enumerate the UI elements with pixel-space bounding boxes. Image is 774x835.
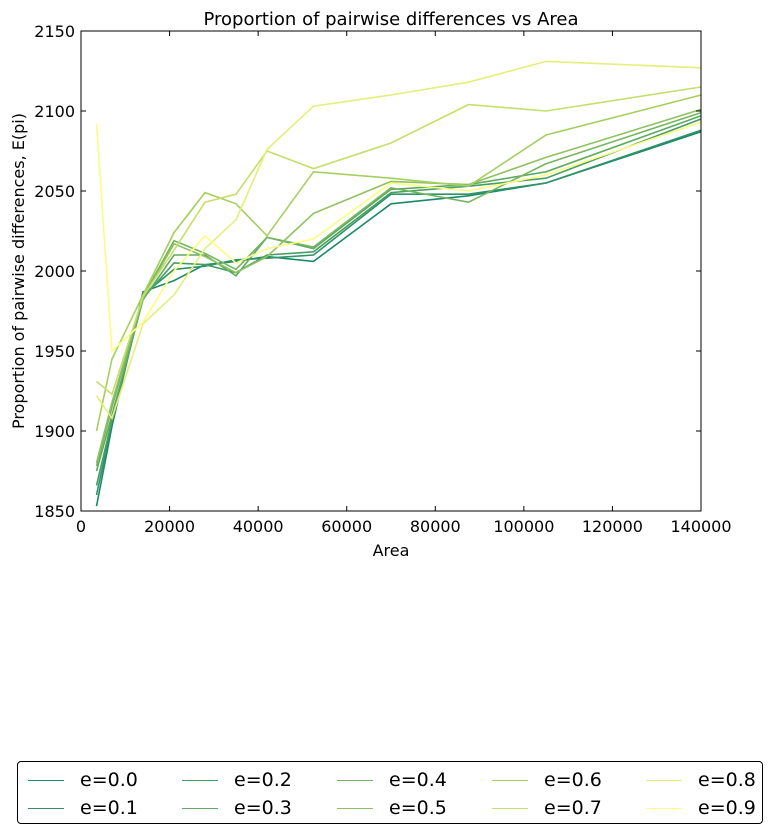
- x-tick-label-6: 120000: [582, 517, 643, 536]
- y-tick-label-4: 2050: [34, 182, 75, 201]
- legend-swatch-9: [646, 807, 682, 809]
- series-line-7: [95, 86, 702, 396]
- tick-layer: 0 20000 40000 60000 80000 100000 120000 140000 1…: [34, 22, 731, 536]
- legend-item-0: e=0.0: [28, 766, 182, 794]
- series-line-0: [95, 131, 702, 507]
- x-tick-label-3: 60000: [321, 517, 372, 536]
- legend-item-3: e=0.3: [182, 794, 337, 822]
- legend-grid: e=0.0 e=0.1 e=0.2 e=0.3 e=0.4 e=0.5 e=0.6 e=0.7…: [28, 766, 766, 822]
- x-tick-label-0: 0: [76, 517, 86, 536]
- y-tick-label-6: 2150: [34, 22, 75, 41]
- legend-item-1: e=0.1: [28, 794, 182, 822]
- legend-item-2: e=0.2: [182, 766, 337, 794]
- legend-item-9: e=0.9: [646, 794, 766, 822]
- y-tick-label-0: 1850: [34, 502, 75, 521]
- legend: e=0.0 e=0.1 e=0.2 e=0.3 e=0.4 e=0.5 e=0.6 e=0.7…: [17, 761, 763, 824]
- series-line-3: [95, 115, 702, 472]
- legend-swatch-8: [646, 779, 682, 781]
- y-axis-label: Proportion of pairwise differences, E(pi…: [9, 113, 28, 429]
- legend-swatch-5: [337, 807, 373, 809]
- legend-label-4: e=0.4: [389, 769, 447, 791]
- legend-swatch-1: [28, 807, 64, 809]
- x-tick-label-2: 40000: [233, 517, 284, 536]
- legend-label-7: e=0.7: [544, 797, 602, 819]
- y-tick-label-5: 2100: [34, 102, 75, 121]
- legend-label-0: e=0.0: [80, 769, 138, 791]
- legend-label-2: e=0.2: [234, 769, 292, 791]
- x-tick-label-5: 100000: [493, 517, 554, 536]
- legend-label-8: e=0.8: [698, 769, 756, 791]
- y-tick-label-1: 1900: [34, 422, 75, 441]
- legend-label-3: e=0.3: [234, 797, 292, 819]
- legend-item-6: e=0.6: [492, 766, 646, 794]
- x-tick-label-7: 140000: [670, 517, 731, 536]
- series-line-8: [95, 60, 702, 420]
- legend-swatch-0: [28, 779, 64, 781]
- legend-label-1: e=0.1: [80, 797, 138, 819]
- series-line-6: [95, 94, 702, 432]
- series-line-2: [95, 118, 702, 486]
- legend-swatch-3: [182, 807, 218, 809]
- series-line-4: [95, 111, 702, 467]
- x-tick-label-4: 80000: [410, 517, 461, 536]
- series-line-9: [95, 121, 702, 353]
- x-tick-label-1: 20000: [144, 517, 195, 536]
- series-layer: [95, 60, 702, 507]
- y-tick-label-2: 1950: [34, 342, 75, 361]
- legend-swatch-6: [492, 779, 528, 781]
- legend-item-4: e=0.4: [337, 766, 492, 794]
- series-line-5: [95, 108, 702, 464]
- y-tick-label-3: 2000: [34, 262, 75, 281]
- legend-swatch-4: [337, 779, 373, 781]
- legend-item-7: e=0.7: [492, 794, 646, 822]
- legend-label-5: e=0.5: [389, 797, 447, 819]
- series-line-1: [95, 129, 702, 496]
- legend-item-8: e=0.8: [646, 766, 766, 794]
- legend-item-5: e=0.5: [337, 794, 492, 822]
- x-axis-label: Area: [373, 541, 410, 560]
- legend-label-9: e=0.9: [698, 797, 756, 819]
- legend-swatch-7: [492, 807, 528, 809]
- legend-label-6: e=0.6: [544, 769, 602, 791]
- chart-title: Proportion of pairwise differences vs Ar…: [203, 9, 578, 30]
- legend-swatch-2: [182, 779, 218, 781]
